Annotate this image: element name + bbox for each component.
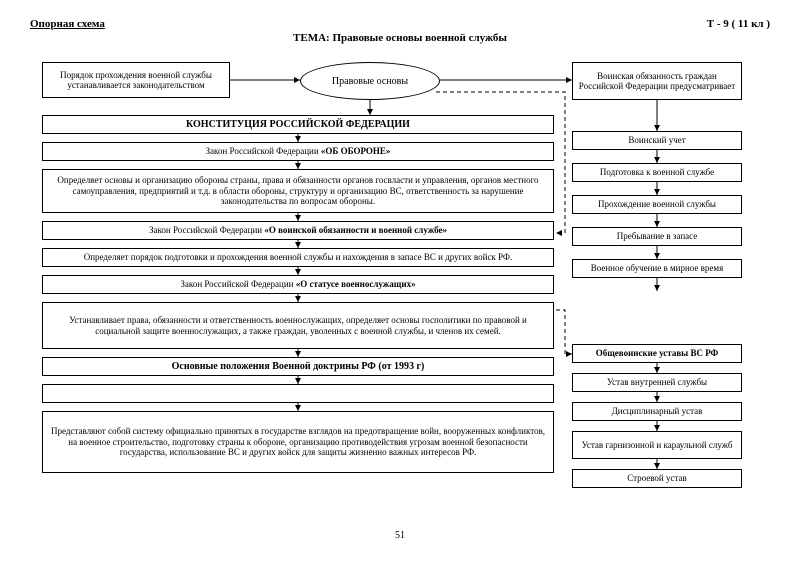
box-defence-desc: Определяет основы и организацию обороны … [42,169,554,213]
box-law-defence: Закон Российской Федерации «ОБ ОБОРОНЕ» [42,142,554,161]
box-doctrine-spacer [42,384,554,403]
box-r4: Прохождение военной службы [572,195,742,214]
box-r10: Устав гарнизонной и караульной служб [572,431,742,459]
law-defence-bold: «ОБ ОБОРОНЕ» [321,146,391,156]
box-status-desc: Устанавливает права, обязанности и ответ… [42,302,554,349]
page-header: Опорная схема Т - 9 ( 11 кл ) ТЕМА: Прав… [30,18,770,54]
box-poradok: Порядок прохождения военной службы устан… [42,62,230,98]
box-r11: Строевой устав [572,469,742,488]
box-doctrine: Основные положения Военной доктрины РФ (… [42,357,554,376]
box-r1: Воинская обязанность граждан Российской … [572,62,742,100]
box-r9: Дисциплинарный устав [572,402,742,421]
theme-row: ТЕМА: Правовые основы военной службы [30,32,770,44]
law-duty-bold: «О воинской обязанности и военной службе… [264,225,447,235]
box-r2: Воинский учет [572,131,742,150]
law-defence-pre: Закон Российской Федерации [206,146,321,156]
box-constitution: КОНСТИТУЦИЯ РОССИЙСКОЙ ФЕДЕРАЦИИ [42,115,554,134]
box-r5: Пребывание в запасе [572,227,742,246]
header-row: Опорная схема Т - 9 ( 11 кл ) [30,18,770,30]
box-law-status: Закон Российской Федерации «О статусе во… [42,275,554,294]
law-status-pre: Закон Российской Федерации [180,279,295,289]
ellipse-root: Правовые основы [300,62,440,100]
box-r3: Подготовка к военной службе [572,163,742,182]
box-law-duty: Закон Российской Федерации «О воинской о… [42,221,554,240]
box-doctrine-desc: Представляют собой систему официально пр… [42,411,554,473]
law-duty-pre: Закон Российской Федерации [149,225,264,235]
theme-text: Правовые основы военной службы [332,32,507,44]
law-status-bold: «О статусе военнослужащих» [296,279,416,289]
header-right: Т - 9 ( 11 кл ) [707,18,770,30]
box-r8: Устав внутренней службы [572,373,742,392]
box-r6: Военное обучение в мирное время [572,259,742,278]
header-left-text: Опорная схема [30,18,105,30]
page-number: 51 [0,530,800,541]
theme-label: ТЕМА: [293,32,330,44]
header-left: Опорная схема [30,18,105,30]
box-r7: Общевоинские уставы ВС РФ [572,344,742,363]
box-duty-desc: Определяет порядок подготовки и прохожде… [42,248,554,267]
